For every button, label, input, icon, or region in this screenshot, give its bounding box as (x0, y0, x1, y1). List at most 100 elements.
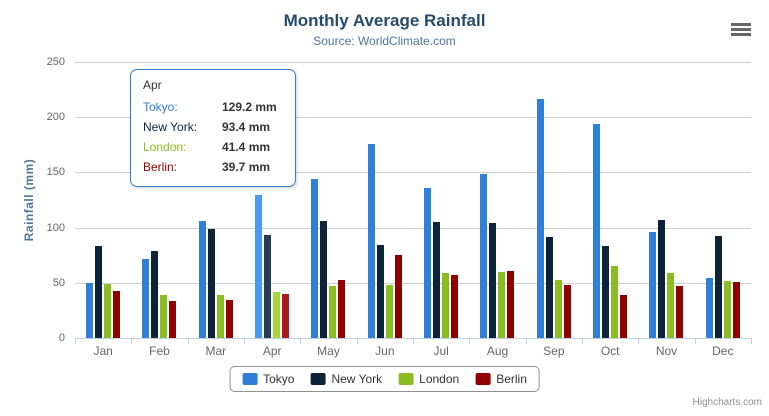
x-axis-tick (188, 339, 189, 344)
legend-item-tokyo[interactable]: Tokyo (242, 372, 294, 386)
x-axis-tick (244, 339, 245, 344)
legend-item-new-york[interactable]: New York (310, 372, 382, 386)
bar-berlin-may[interactable] (338, 279, 346, 338)
bar-group-sep (526, 62, 582, 338)
bar-new-york-oct[interactable] (602, 245, 610, 338)
bar-london-aug[interactable] (498, 272, 506, 338)
bar-tokyo-aug[interactable] (480, 174, 488, 338)
bar-tokyo-nov[interactable] (649, 232, 657, 338)
legend-item-berlin[interactable]: Berlin (475, 372, 527, 386)
export-menu-button[interactable] (728, 19, 754, 39)
bar-berlin-apr[interactable] (282, 294, 290, 338)
bar-london-jun[interactable] (385, 284, 393, 338)
x-axis-label-jun: Jun (375, 344, 395, 358)
bar-london-mar[interactable] (216, 294, 224, 338)
y-axis-label-250: 250 (46, 56, 65, 68)
x-axis-label-jan: Jan (93, 344, 113, 358)
bar-berlin-feb[interactable] (169, 301, 177, 338)
legend-label: London (419, 372, 460, 386)
bar-new-york-aug[interactable] (489, 222, 497, 338)
bar-berlin-mar[interactable] (225, 299, 233, 338)
legend-label: Berlin (496, 372, 527, 386)
x-axis-tick (582, 339, 583, 344)
bar-tokyo-dec[interactable] (705, 277, 713, 338)
tooltip-series-name: New York: (143, 120, 198, 134)
y-axis-label-200: 200 (46, 111, 65, 124)
bar-berlin-sep[interactable] (563, 285, 571, 338)
bar-new-york-dec[interactable] (714, 236, 722, 338)
bar-new-york-feb[interactable] (151, 251, 159, 338)
plot-area (75, 62, 751, 338)
bar-berlin-jul[interactable] (451, 274, 459, 338)
x-axis-tick (526, 339, 527, 344)
bar-new-york-sep[interactable] (545, 237, 553, 338)
bar-london-nov[interactable] (667, 272, 675, 338)
tooltip-row-berlin: Berlin: 39.7 mm (143, 157, 283, 177)
bar-new-york-apr[interactable] (264, 234, 272, 338)
gridline-200 (75, 117, 751, 119)
legend-swatch-tokyo (242, 373, 258, 385)
bar-tokyo-apr[interactable] (255, 195, 263, 338)
x-axis-label-dec: Dec (712, 344, 734, 358)
bar-london-jul[interactable] (442, 272, 450, 338)
x-axis-label-mar: Mar (205, 344, 227, 358)
bar-tokyo-may[interactable] (311, 179, 319, 338)
tooltip: Apr Tokyo: 129.2 mm New York: 93.4 mm London… (130, 69, 296, 187)
bar-london-jan[interactable] (104, 284, 112, 338)
bar-new-york-nov[interactable] (658, 220, 666, 338)
tooltip-rows: Tokyo: 129.2 mm New York: 93.4 mm London: 41.… (143, 97, 283, 177)
bar-new-york-jan[interactable] (95, 245, 103, 338)
bar-new-york-jul[interactable] (433, 222, 441, 338)
gridline-250 (75, 62, 751, 63)
bar-tokyo-mar[interactable] (198, 220, 206, 338)
bar-tokyo-jan[interactable] (86, 282, 94, 338)
credits-link[interactable]: Highcharts.com (692, 397, 762, 408)
bar-new-york-mar[interactable] (207, 229, 215, 338)
legend-item-london[interactable]: London (398, 372, 459, 386)
tooltip-series-value: 129.2 mm (222, 100, 277, 114)
bar-berlin-jan[interactable] (113, 291, 121, 338)
hamburger-icon (731, 22, 751, 26)
x-axis-label-jul: Jul (433, 344, 449, 358)
bar-group-nov (638, 62, 694, 338)
bar-london-oct[interactable] (611, 266, 619, 338)
bar-berlin-oct[interactable] (620, 294, 628, 338)
bar-new-york-jun[interactable] (376, 244, 384, 338)
x-axis-label-oct: Oct (600, 344, 620, 358)
y-axis-title: Rainfall (mm) (22, 158, 36, 242)
y-axis-label-150: 150 (46, 166, 65, 179)
bar-tokyo-jul[interactable] (424, 188, 432, 338)
bar-group-apr (244, 62, 300, 338)
x-axis-tick (751, 339, 752, 344)
tooltip-series-name: London: (143, 140, 187, 154)
bar-group-jan (75, 62, 131, 338)
bar-group-dec (695, 62, 751, 338)
bar-london-sep[interactable] (554, 280, 562, 338)
bar-tokyo-sep[interactable] (536, 99, 544, 338)
tooltip-row-london: London: 41.4 mm (143, 137, 283, 157)
bar-new-york-may[interactable] (320, 220, 328, 338)
bar-london-may[interactable] (329, 286, 337, 338)
bar-group-feb (131, 62, 187, 338)
legend: Tokyo New York London Berlin (229, 366, 540, 392)
x-axis-line (75, 338, 752, 339)
bar-tokyo-oct[interactable] (593, 123, 601, 338)
bar-group-mar (188, 62, 244, 338)
tooltip-row-tokyo: Tokyo: 129.2 mm (143, 97, 283, 117)
bar-group-oct (582, 62, 638, 338)
hamburger-icon (731, 27, 751, 31)
bar-berlin-jun[interactable] (394, 254, 402, 338)
bar-tokyo-jun[interactable] (367, 143, 375, 338)
bar-tokyo-feb[interactable] (142, 259, 150, 338)
bar-london-apr[interactable] (273, 292, 281, 338)
x-axis-tick (638, 339, 639, 344)
bar-london-feb[interactable] (160, 295, 168, 338)
bar-group-aug (469, 62, 525, 338)
bar-group-jun (357, 62, 413, 338)
tooltip-series-name: Tokyo: (143, 100, 178, 114)
bar-berlin-dec[interactable] (732, 281, 740, 338)
bar-berlin-nov[interactable] (676, 286, 684, 338)
bar-berlin-aug[interactable] (507, 271, 515, 338)
bar-london-dec[interactable] (723, 281, 731, 338)
